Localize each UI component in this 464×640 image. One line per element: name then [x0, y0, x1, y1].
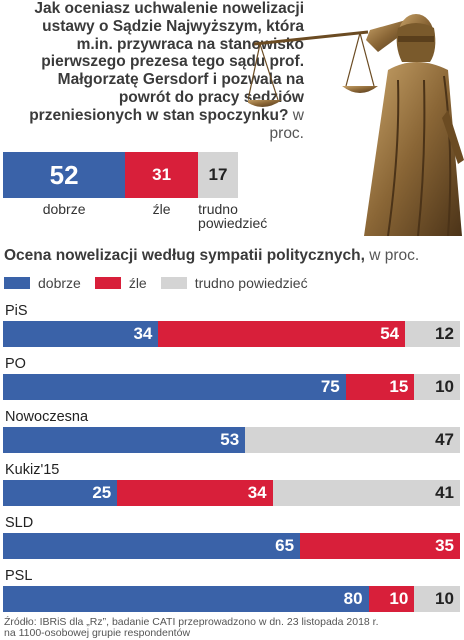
bar-segment-zle: 54 — [158, 321, 406, 347]
bar-value-label: 15 — [389, 377, 409, 396]
bar-segment-zle: 10 — [368, 586, 415, 612]
bar-segment-dobrze: 25 — [3, 480, 118, 506]
party-name: PO — [5, 356, 26, 372]
party-bar: 75 15 10 — [3, 374, 460, 400]
bar-value-label: 10 — [435, 589, 454, 608]
bar-segment-trudno: 10 — [414, 374, 460, 400]
lady-justice-illustration — [248, 14, 464, 236]
bar-value-label: 65 — [275, 536, 295, 555]
bar-value-label: 34 — [247, 483, 267, 502]
party-bar: 65 35 — [3, 533, 460, 559]
party-name: SLD — [5, 515, 34, 531]
summary-seg-2: 17 — [198, 152, 238, 198]
legend-item-1: źle — [94, 275, 147, 291]
bar-segment-zle: 15 — [345, 374, 415, 400]
bar-value-label: 10 — [389, 589, 409, 608]
legend-swatch-0 — [4, 277, 30, 289]
legend-label-2: trudno powiedzieć — [194, 275, 308, 291]
question-unit: w proc. — [269, 106, 304, 142]
party-name: Kukiz'15 — [5, 462, 60, 478]
bar-value-label: 10 — [435, 377, 454, 396]
summary-label-1: źle — [152, 201, 171, 217]
bar-segment-trudno: 47 — [245, 427, 460, 453]
party-bar: 80 10 10 — [3, 586, 460, 612]
source-note: Źródło: IBRiS dla „Rz”, badanie CATI prz… — [4, 617, 444, 639]
party-name: PSL — [5, 568, 33, 584]
bar-value-label: 54 — [380, 324, 400, 343]
summary-label-0: dobrze — [42, 201, 86, 217]
legend: dobrze źle trudno powiedzieć — [4, 274, 322, 292]
legend-label-0: dobrze — [38, 275, 81, 291]
summary-labels: dobrze źle trudno powiedzieć — [3, 201, 268, 236]
bar-segment-dobrze: 80 — [3, 586, 369, 612]
bar-segment-dobrze: 34 — [3, 321, 159, 347]
legend-item-2: trudno powiedzieć — [160, 275, 308, 291]
legend-item-0: dobrze — [4, 275, 81, 291]
summary-seg-0: 52 — [3, 152, 126, 198]
bar-segment-trudno: 10 — [414, 586, 460, 612]
bar-value-label: 80 — [343, 589, 363, 608]
party-name: PiS — [5, 303, 28, 319]
bar-value-label: 41 — [435, 483, 454, 502]
summary-label-2: trudno powiedzieć — [198, 201, 268, 231]
legend-swatch-2 — [160, 277, 187, 289]
party-bar: 53 47 — [3, 427, 460, 453]
party-bar: 25 34 41 — [3, 480, 460, 506]
legend-label-1: źle — [128, 275, 147, 291]
party-name: Nowoczesna — [5, 409, 89, 425]
bar-value-label: 53 — [220, 430, 240, 449]
bar-segment-zle: 34 — [117, 480, 273, 506]
source-line-1: Źródło: IBRiS dla „Rz”, badanie CATI prz… — [4, 616, 379, 628]
bar-segment-trudno: 12 — [405, 321, 460, 347]
section-title-unit: w proc. — [369, 247, 420, 264]
bar-segment-dobrze: 53 — [3, 427, 246, 453]
legend-swatch-1 — [94, 277, 121, 289]
source-line-2: na 1100-osobowej grupie respondentów — [4, 627, 191, 639]
summary-seg-1: 31 — [125, 152, 199, 198]
bar-value-label: 25 — [92, 483, 112, 502]
bar-value-label: 75 — [320, 377, 340, 396]
summary-bar: 52 31 17 — [3, 152, 238, 198]
bar-value-label: 12 — [435, 324, 454, 343]
bar-value-label: 35 — [435, 536, 454, 555]
scale-icon — [248, 30, 378, 107]
section-title-text: Ocena nowelizacji według sympatii polity… — [4, 247, 365, 264]
bar-segment-dobrze: 75 — [3, 374, 346, 400]
question-text: Jak oceniasz uchwalenie nowelizacji usta… — [4, 0, 304, 142]
bar-segment-zle: 35 — [300, 533, 460, 559]
bar-value-label: 47 — [435, 430, 454, 449]
bar-segment-dobrze: 65 — [3, 533, 301, 559]
bar-value-label: 34 — [133, 324, 153, 343]
section-title: Ocena nowelizacji według sympatii polity… — [4, 247, 460, 265]
bar-segment-trudno: 41 — [272, 480, 460, 506]
party-bar: 34 54 12 — [3, 321, 460, 347]
